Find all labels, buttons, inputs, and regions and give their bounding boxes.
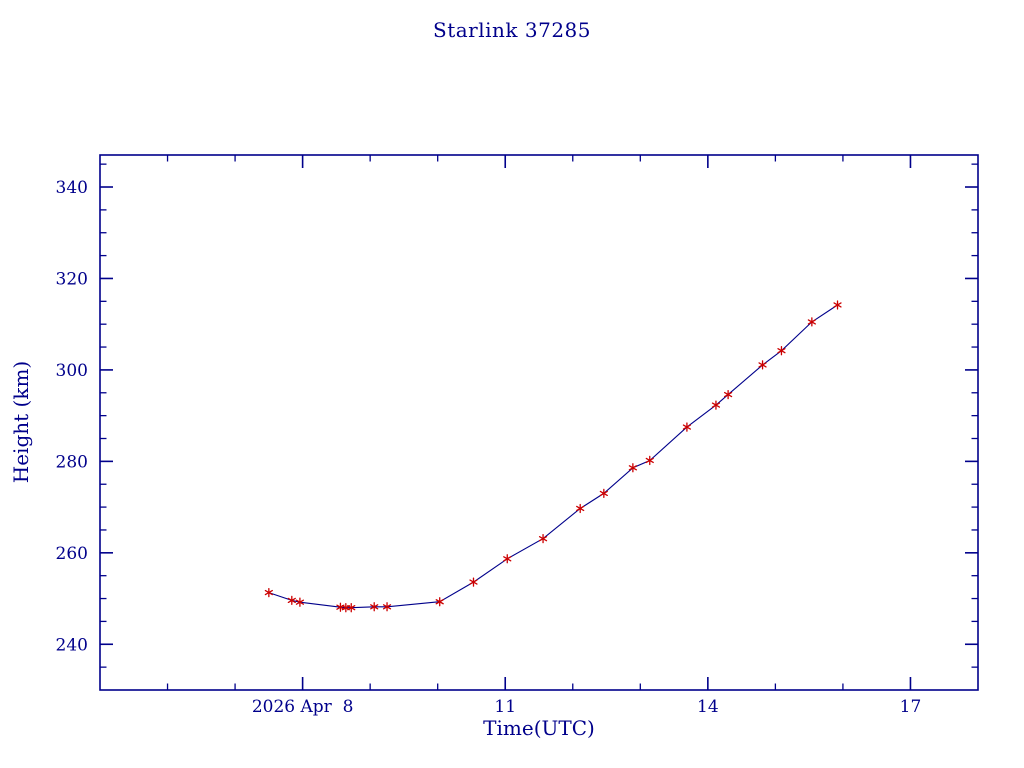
marker-stroke [711,402,721,408]
data-point-marker [264,587,273,598]
marker-stroke [370,604,379,610]
data-point-marker [777,346,786,356]
marker-stroke [723,391,733,398]
chart-title: Starlink 37285 [433,18,591,42]
data-point-marker [807,317,816,327]
data-point-marker [435,597,444,607]
data-point-marker [370,602,379,612]
data-point-marker [833,300,842,310]
data-point-marker [576,503,585,514]
y-tick-label: 320 [56,269,88,289]
height-curve [268,304,838,609]
data-point-marker [645,455,654,466]
data-point-marker [628,463,637,473]
marker-stroke [758,362,767,368]
marker-stroke [777,348,786,354]
marker-stroke [538,536,548,542]
data-point-marker [382,602,392,612]
data-point-marker [758,360,767,370]
data-point-marker [711,400,721,410]
marker-stroke [628,465,637,471]
data-point-marker [347,603,356,613]
marker-stroke [682,424,692,430]
data-point-marker [682,422,692,432]
y-tick-label: 240 [56,635,88,655]
x-axis-label: Time(UTC) [483,716,595,740]
marker-stroke [287,597,296,604]
marker-stroke [833,302,842,308]
marker-stroke [435,599,444,605]
x-tick-label: 17 [900,697,922,717]
x-tick-label: 11 [494,697,516,717]
data-point-marker [287,595,296,606]
marker-stroke [264,589,273,596]
y-tick-label: 280 [56,452,88,472]
data-point-marker [469,577,478,587]
marker-stroke [347,605,356,611]
marker-stroke [645,457,654,464]
marker-stroke [295,599,305,605]
marker-stroke [576,505,585,512]
data-point-marker [538,534,548,544]
y-tick-label: 340 [56,178,88,198]
data-point-marker [295,597,305,607]
marker-stroke [469,579,478,585]
marker-stroke [599,490,608,497]
data-point-marker [503,554,512,564]
data-point-marker [599,488,608,499]
x-tick-label: 14 [697,697,719,717]
marker-stroke [807,319,816,325]
y-tick-label: 260 [56,544,88,564]
y-tick-label: 300 [56,361,88,381]
marker-stroke [382,604,392,610]
x-tick-label: 2026 Apr 8 [252,697,354,717]
plot-frame [99,154,979,691]
marker-stroke [503,556,512,562]
data-point-marker [723,389,733,400]
